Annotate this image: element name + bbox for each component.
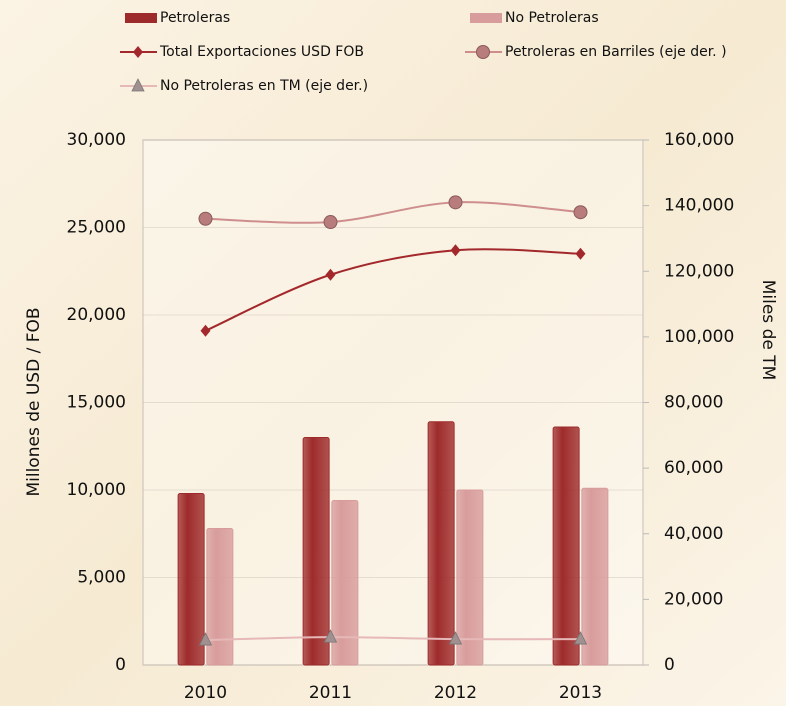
y2-tick-label: 40,000 [664, 524, 723, 544]
marker [133, 46, 143, 58]
marker [448, 631, 463, 645]
bar [206, 528, 234, 666]
marker [131, 78, 145, 92]
x-tick-label: 2013 [559, 683, 602, 703]
marker [450, 244, 461, 257]
legend-item: Total Exportaciones USD FOB [120, 44, 364, 60]
y2-tick-label: 100,000 [664, 327, 734, 347]
y2-tick-label: 60,000 [664, 458, 723, 478]
marker [573, 631, 588, 645]
y-axis-title: Millones de USD / FOB [24, 307, 44, 496]
bar [331, 500, 359, 666]
bar [302, 437, 330, 666]
y2-tick-label: 120,000 [664, 261, 734, 281]
legend-item: Petroleras en Barriles (eje der. ) [465, 44, 727, 60]
marker [476, 45, 490, 59]
legend-item: No Petroleras [470, 10, 599, 26]
y-tick-label: 20,000 [67, 305, 126, 325]
y-tick-label: 10,000 [67, 480, 126, 500]
legend-label: No Petroleras en TM (eje der.) [160, 78, 368, 94]
marker [573, 205, 588, 220]
y-tick-label: 30,000 [67, 130, 126, 150]
y-tick-label: 0 [115, 655, 126, 675]
bar [427, 421, 455, 666]
marker [198, 211, 213, 226]
y-tick-label: 5,000 [77, 568, 126, 588]
y2-tick-label: 160,000 [664, 130, 734, 150]
legend-label: No Petroleras [505, 10, 599, 26]
x-tick-label: 2011 [309, 683, 352, 703]
bar [552, 426, 580, 666]
legend-label: Petroleras [160, 10, 230, 26]
legend-label: Total Exportaciones USD FOB [159, 44, 364, 60]
marker [198, 632, 213, 646]
y-tick-label: 25,000 [67, 218, 126, 238]
bar [581, 487, 609, 666]
marker [448, 195, 463, 210]
legend-swatch [125, 13, 157, 23]
y-tick-label: 15,000 [67, 393, 126, 413]
line [205, 636, 581, 642]
bar [456, 489, 484, 666]
marker [323, 629, 338, 643]
marker [325, 268, 336, 281]
marker [200, 324, 211, 337]
legend-label: Petroleras en Barriles (eje der. ) [505, 44, 727, 60]
y2-axis-title: Miles de TM [758, 280, 778, 381]
y2-tick-label: 80,000 [664, 393, 723, 413]
line [205, 201, 581, 224]
marker [323, 215, 338, 230]
y2-tick-label: 0 [664, 655, 675, 675]
y2-tick-label: 140,000 [664, 196, 734, 216]
legend-item: Petroleras [125, 10, 230, 26]
y2-tick-label: 20,000 [664, 589, 723, 609]
marker [575, 247, 586, 260]
legend-swatch [470, 13, 502, 23]
x-tick-label: 2010 [184, 683, 227, 703]
legend-item: No Petroleras en TM (eje der.) [120, 78, 368, 94]
bar [177, 493, 205, 666]
line [205, 248, 581, 332]
x-tick-label: 2012 [434, 683, 477, 703]
